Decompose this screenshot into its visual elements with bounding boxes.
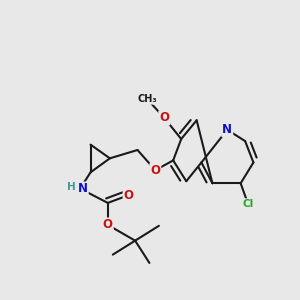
- Text: CH₃: CH₃: [137, 94, 157, 104]
- Text: O: O: [150, 164, 160, 177]
- Text: O: O: [103, 218, 113, 231]
- Text: Cl: Cl: [242, 199, 254, 209]
- Text: N: N: [222, 123, 232, 136]
- Text: O: O: [124, 189, 134, 202]
- Text: O: O: [159, 111, 169, 124]
- Text: H: H: [68, 182, 76, 193]
- Text: N: N: [78, 182, 88, 195]
